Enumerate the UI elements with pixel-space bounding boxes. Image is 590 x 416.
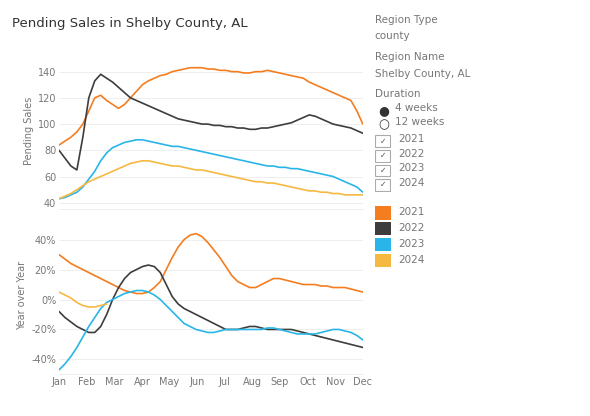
Text: ✓: ✓: [380, 137, 386, 146]
FancyBboxPatch shape: [375, 206, 391, 220]
Text: Duration: Duration: [375, 89, 420, 99]
Text: 2023: 2023: [398, 239, 425, 249]
Text: Region Name: Region Name: [375, 52, 444, 62]
Text: ●: ●: [379, 104, 389, 117]
Text: Region Type: Region Type: [375, 15, 437, 25]
Text: county: county: [375, 31, 410, 41]
Y-axis label: Year over Year: Year over Year: [17, 261, 27, 330]
FancyBboxPatch shape: [375, 179, 389, 191]
Text: 2021: 2021: [398, 207, 425, 217]
Text: Pending Sales in Shelby County, AL: Pending Sales in Shelby County, AL: [12, 17, 247, 30]
Text: ✓: ✓: [380, 166, 386, 175]
Text: ○: ○: [379, 119, 389, 131]
Text: ✓: ✓: [380, 181, 386, 189]
Text: 2022: 2022: [398, 223, 425, 233]
Text: 2021: 2021: [398, 134, 425, 144]
Text: 2024: 2024: [398, 255, 425, 265]
Text: ✓: ✓: [380, 151, 386, 160]
Y-axis label: Pending Sales: Pending Sales: [24, 97, 34, 165]
FancyBboxPatch shape: [375, 222, 391, 235]
Text: 12 weeks: 12 weeks: [395, 117, 445, 127]
FancyBboxPatch shape: [375, 150, 389, 161]
FancyBboxPatch shape: [375, 254, 391, 267]
FancyBboxPatch shape: [375, 238, 391, 251]
Text: 2024: 2024: [398, 178, 425, 188]
FancyBboxPatch shape: [375, 164, 389, 176]
FancyBboxPatch shape: [375, 136, 389, 147]
Text: 2023: 2023: [398, 163, 425, 173]
Text: 2022: 2022: [398, 149, 425, 159]
Text: 4 weeks: 4 weeks: [395, 103, 438, 113]
Text: Shelby County, AL: Shelby County, AL: [375, 69, 470, 79]
